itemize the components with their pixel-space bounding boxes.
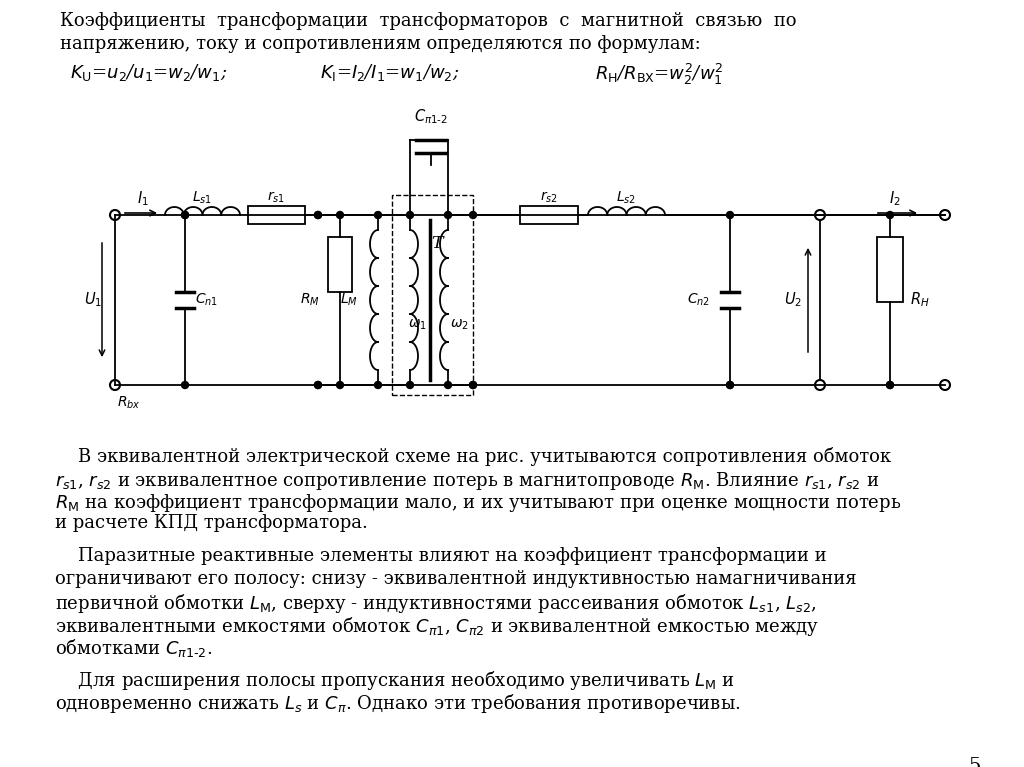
Circle shape	[887, 381, 894, 389]
Text: $L_{s2}$: $L_{s2}$	[616, 189, 636, 206]
Circle shape	[444, 212, 452, 219]
Text: $C_{n1}$: $C_{n1}$	[196, 291, 218, 308]
Circle shape	[469, 381, 476, 389]
Text: и расчете КПД трансформатора.: и расчете КПД трансформатора.	[55, 515, 368, 532]
Circle shape	[469, 381, 476, 389]
Text: $R_H$: $R_H$	[910, 291, 930, 309]
Bar	[248, 206, 305, 224]
Circle shape	[181, 381, 188, 389]
Circle shape	[314, 212, 322, 219]
Text: $I_1$: $I_1$	[137, 189, 148, 209]
Circle shape	[337, 381, 343, 389]
Text: $R_\mathrm{M}$ на коэффициент трансформации мало, и их учитывают при оценке мощн: $R_\mathrm{M}$ на коэффициент трансформа…	[55, 492, 901, 514]
Text: Паразитные реактивные элементы влияют на коэффициент трансформации и: Паразитные реактивные элементы влияют на…	[55, 547, 826, 565]
Text: $C_{n2}$: $C_{n2}$	[687, 291, 710, 308]
Text: обмотками $C_{\pi1\text{-}2}$.: обмотками $C_{\pi1\text{-}2}$.	[55, 637, 213, 659]
Text: Коэффициенты  трансформации  трансформаторов  с  магнитной  связью  по: Коэффициенты трансформации трансформатор…	[60, 12, 797, 30]
Circle shape	[407, 381, 414, 389]
Text: $r_{s1}$: $r_{s1}$	[267, 189, 285, 205]
Text: $R_\mathrm{H}$/$R_\mathrm{BX}$=$w_2^2$/$w_1^2$: $R_\mathrm{H}$/$R_\mathrm{BX}$=$w_2^2$/$…	[595, 62, 723, 87]
Bar	[877, 237, 903, 302]
Circle shape	[887, 381, 894, 389]
Circle shape	[726, 381, 733, 389]
Circle shape	[887, 212, 894, 219]
Text: $C_{\pi 1\text{-}2}$: $C_{\pi 1\text{-}2}$	[414, 107, 447, 127]
Circle shape	[444, 381, 452, 389]
Circle shape	[407, 212, 414, 219]
Circle shape	[314, 212, 322, 219]
Text: $U_1$: $U_1$	[84, 291, 102, 309]
Circle shape	[314, 381, 322, 389]
Circle shape	[181, 212, 188, 219]
Text: $I_2$: $I_2$	[889, 189, 901, 209]
Text: $r_{s1}$, $r_{s2}$ и эквивалентное сопротивление потерь в магнитопроводе $R_\mat: $r_{s1}$, $r_{s2}$ и эквивалентное сопро…	[55, 469, 880, 492]
Circle shape	[375, 212, 382, 219]
Bar	[392, 195, 473, 395]
Text: $r_{s2}$: $r_{s2}$	[540, 189, 558, 205]
Text: Для расширения полосы пропускания необходимо увеличивать $L_\mathrm{M}$ и: Для расширения полосы пропускания необхо…	[55, 670, 735, 693]
Text: 5: 5	[969, 757, 981, 767]
Text: $R_M$: $R_M$	[300, 291, 319, 308]
Text: $L_M$: $L_M$	[340, 291, 358, 308]
Text: $\omega_1$: $\omega_1$	[408, 318, 427, 332]
Text: T: T	[431, 235, 442, 252]
Text: первичной обмотки $L_\mathrm{M}$, сверху - индуктивностями рассеивания обмоток $: первичной обмотки $L_\mathrm{M}$, сверху…	[55, 592, 816, 615]
Circle shape	[726, 212, 733, 219]
Text: В эквивалентной электрической схеме на рис. учитываются сопротивления обмоток: В эквивалентной электрической схеме на р…	[55, 447, 891, 466]
Circle shape	[469, 212, 476, 219]
Circle shape	[314, 381, 322, 389]
Text: $K_\mathrm{I}$=$I_2$/$I_1$=$w_1$/$w_2$;: $K_\mathrm{I}$=$I_2$/$I_1$=$w_1$/$w_2$;	[319, 62, 460, 83]
Circle shape	[181, 212, 188, 219]
Text: одновременно снижать $L_s$ и $C_\pi$. Однако эти требования противоречивы.: одновременно снижать $L_s$ и $C_\pi$. Од…	[55, 692, 740, 715]
Text: ограничивают его полосу: снизу - эквивалентной индуктивностью намагничивания: ограничивают его полосу: снизу - эквивал…	[55, 570, 857, 588]
Bar	[328, 237, 352, 292]
Text: $R_{bx}$: $R_{bx}$	[117, 395, 140, 411]
Text: $U_2$: $U_2$	[784, 291, 802, 309]
Circle shape	[375, 381, 382, 389]
Text: $\omega_2$: $\omega_2$	[450, 318, 469, 332]
Text: напряжению, току и сопротивлениям определяются по формулам:: напряжению, току и сопротивлениям опреде…	[60, 35, 700, 53]
Circle shape	[337, 212, 343, 219]
Circle shape	[726, 381, 733, 389]
Text: эквивалентными емкостями обмоток $C_{\pi1}$, $C_{\pi2}$ и эквивалентной емкостью: эквивалентными емкостями обмоток $C_{\pi…	[55, 614, 819, 637]
Text: $L_{s1}$: $L_{s1}$	[191, 189, 212, 206]
Text: $K_\mathrm{U}$=$u_2$/$u_1$=$w_2$/$w_1$;: $K_\mathrm{U}$=$u_2$/$u_1$=$w_2$/$w_1$;	[70, 62, 227, 83]
Bar	[520, 206, 578, 224]
